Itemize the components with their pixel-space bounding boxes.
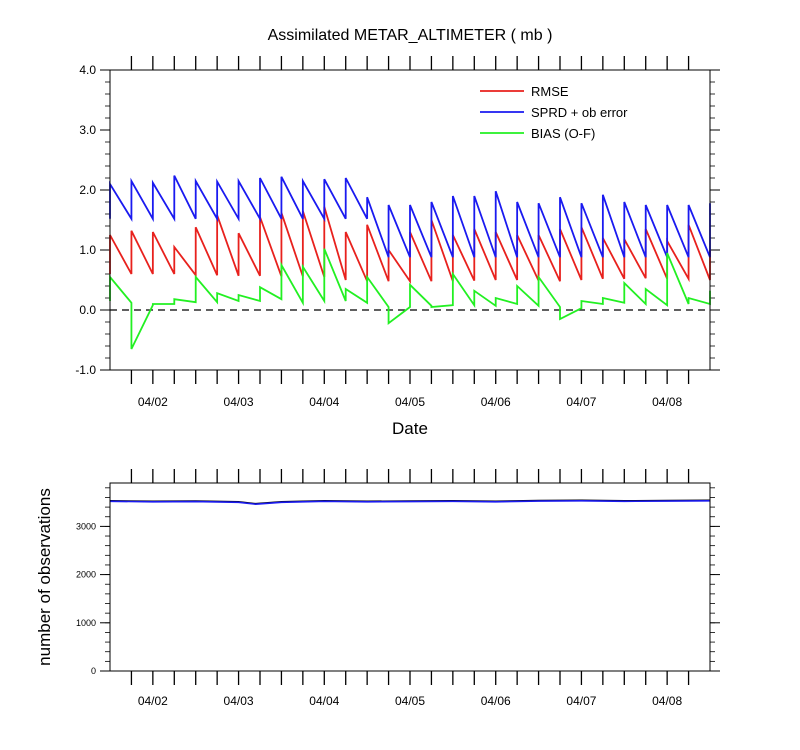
- obs-x-tick-label-04-08: 04/08: [652, 694, 682, 708]
- y-tick-label: 1.0: [79, 243, 96, 257]
- top-chart: Assimilated METAR_ALTIMETER ( mb ) -1.0 0…: [75, 27, 720, 438]
- series-line-bias-o-f: [109, 248, 711, 350]
- obs-y-tick-label: 0: [91, 666, 96, 676]
- obs-y-tick-label: 2000: [76, 570, 96, 580]
- y-tick-label: 0.0: [79, 303, 96, 317]
- x-axis-title: Date: [392, 419, 428, 438]
- obs-x-tick-label-04-05: 04/05: [395, 694, 425, 708]
- legend-label: SPRD + ob error: [531, 105, 628, 120]
- obs-x-tick-label-04-03: 04/03: [224, 694, 254, 708]
- series-line-sprd-ob-error: [109, 175, 711, 258]
- legend-label: BIAS (O-F): [531, 126, 595, 141]
- x-tick-label-04-08: 04/08: [652, 395, 682, 409]
- y-tick-label: 2.0: [79, 183, 96, 197]
- x-tick-label-04-07: 04/07: [566, 395, 596, 409]
- obs-x-tick-label-04-07: 04/07: [566, 694, 596, 708]
- obs-x-tick-label-04-04: 04/04: [309, 694, 339, 708]
- obs-y-tick-label: 3000: [76, 521, 96, 531]
- top-plot-frame: [109, 69, 711, 371]
- obs-y-tick-label: 1000: [76, 618, 96, 628]
- x-tick-label-04-03: 04/03: [224, 395, 254, 409]
- x-tick-label-04-06: 04/06: [481, 395, 511, 409]
- y-tick-label: 4.0: [79, 63, 96, 77]
- obs-x-tick-label-04-06: 04/06: [481, 694, 511, 708]
- chart-title: Assimilated METAR_ALTIMETER ( mb ): [268, 27, 553, 44]
- obs-x-tick-label-04-02: 04/02: [138, 694, 168, 708]
- y-tick-label: -1.0: [75, 363, 96, 377]
- x-tick-label-04-05: 04/05: [395, 395, 425, 409]
- y-axis-title-observations: number of observations: [35, 488, 54, 666]
- y-tick-label: 3.0: [79, 123, 96, 137]
- legend-label: RMSE: [531, 84, 569, 99]
- x-tick-label-04-04: 04/04: [309, 395, 339, 409]
- obs-series-line-assimilated: [109, 500, 711, 506]
- bottom-plot-frame: [109, 482, 711, 672]
- bottom-chart: 0 1000 2000 3000 04/02 04/03 04/04 04/05 04/06 04…: [35, 469, 720, 708]
- x-tick-label-04-02: 04/02: [138, 395, 168, 409]
- legend: RMSE SPRD + ob error BIAS (O-F): [480, 84, 628, 141]
